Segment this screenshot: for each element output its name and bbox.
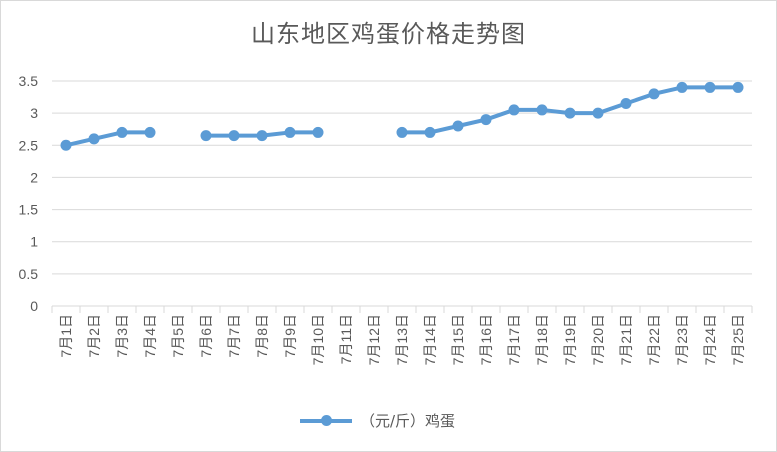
x-tick-label: 7月17日: [506, 314, 522, 365]
x-tick-label: 7月19日: [562, 314, 578, 365]
legend-label: （元/斤）鸡蛋: [360, 411, 456, 430]
x-tick-label: 7月2日: [86, 314, 102, 358]
data-point: [648, 88, 660, 100]
data-point: [480, 114, 492, 126]
y-tick-label: 1.5: [19, 202, 39, 218]
x-tick-label: 7月11日: [338, 314, 354, 364]
data-point: [256, 130, 268, 142]
data-point: [60, 139, 72, 151]
x-tick-label: 7月15日: [450, 314, 466, 365]
y-tick-label: 2: [30, 169, 38, 185]
data-point: [116, 126, 128, 138]
x-tick-label: 7月12日: [366, 314, 382, 365]
data-point: [452, 120, 464, 132]
x-tick-label: 7月1日: [58, 314, 74, 358]
x-tick-label: 7月20日: [590, 314, 606, 365]
data-point: [424, 126, 436, 138]
x-tick-label: 7月16日: [478, 314, 494, 365]
data-point: [536, 104, 548, 116]
x-tick-label: 7月21日: [618, 314, 634, 365]
x-tick-label: 7月8日: [254, 314, 270, 358]
data-point: [676, 81, 688, 93]
data-point: [312, 126, 324, 138]
x-tick-label: 7月14日: [422, 314, 438, 365]
x-tick-label: 7月23日: [674, 314, 690, 365]
x-tick-label: 7月6日: [198, 314, 214, 358]
data-point: [284, 126, 296, 138]
legend: （元/斤）鸡蛋: [300, 406, 455, 434]
y-tick-label: 2.5: [19, 137, 39, 153]
data-point: [704, 81, 716, 93]
x-tick-label: 7月25日: [730, 314, 746, 365]
x-tick-label: 7月9日: [282, 314, 298, 358]
y-tick-label: 3.5: [19, 73, 39, 89]
x-tick-label: 7月13日: [394, 314, 410, 365]
data-point: [396, 126, 408, 138]
series-line: [65, 130, 150, 148]
x-tick-label: 7月5日: [170, 314, 186, 358]
y-tick-label: 1: [30, 234, 38, 250]
data-point: [200, 130, 212, 142]
x-tick-label: 7月18日: [534, 314, 550, 365]
x-tick-label: 7月4日: [142, 314, 158, 358]
x-tick-label: 7月7日: [226, 314, 242, 358]
x-tick-label: 7月10日: [310, 314, 326, 365]
data-point: [592, 107, 604, 119]
data-point: [144, 126, 156, 138]
data-point: [620, 98, 632, 109]
data-point: [228, 130, 240, 142]
data-point: [732, 81, 744, 93]
x-tick-label: 7月22日: [646, 314, 662, 365]
y-tick-label: 3: [30, 105, 38, 121]
chart-title: 山东地区鸡蛋价格走势图: [251, 20, 526, 48]
x-tick-label: 7月3日: [114, 314, 130, 358]
data-point: [88, 133, 100, 145]
y-tick-label: 0.5: [19, 266, 39, 282]
data-point: [564, 107, 576, 119]
legend-swatch: [300, 410, 352, 430]
data-point: [508, 104, 520, 116]
x-tick-label: 7月24日: [702, 314, 718, 365]
y-tick-label: 0: [30, 298, 38, 314]
